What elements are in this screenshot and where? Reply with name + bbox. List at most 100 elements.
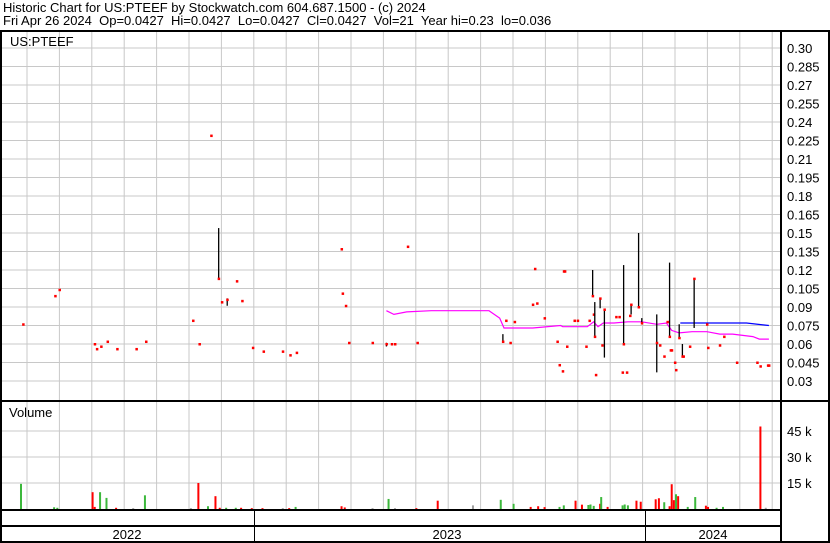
volume-tick-label: 30 k [787,450,812,465]
price-tick-label: 0.15 [787,226,812,241]
close-point [673,361,677,364]
close-point [625,371,629,374]
volume-bar [621,505,624,509]
volume-bar [261,508,264,510]
close-point [226,298,229,302]
close-point [622,343,626,346]
close-point [58,288,61,292]
volume-bar [592,505,595,509]
close-point [390,343,394,346]
volume-tick-label: 15 k [787,476,812,491]
close-point [718,344,722,347]
close-point [655,341,659,345]
close-point [385,343,388,346]
volume-bar [587,505,590,509]
price-tick-label: 0.21 [787,152,812,167]
close-point [759,365,762,368]
volume-bar [19,483,22,509]
close-point [663,355,666,358]
volume-bar [654,499,657,509]
year-label: 2022 [113,527,142,542]
volume-bar [115,507,118,509]
close-point [640,322,644,325]
volume-bar [197,483,200,509]
close-point [251,346,255,350]
quote-summary: Fri Apr 26 2024 Op=0.0427 Hi=0.0427 Lo=0… [3,13,552,28]
volume-bar [393,508,396,510]
volume-bar [281,508,284,510]
volume-bar [672,500,675,509]
volume-bar [91,492,94,509]
close-point [601,344,604,347]
moving-averages [386,310,769,340]
close-point [210,134,213,138]
volume-bar [214,496,217,509]
volume-bar [132,508,135,510]
close-point [621,371,625,374]
price-points [22,134,771,377]
year-band-divider [0,525,782,527]
close-point [505,319,508,323]
volume-bar [93,506,96,509]
price-tick-label: 0.255 [787,97,820,112]
panel-divider [0,400,830,402]
axis-divider [780,30,782,543]
volume-bar [580,504,583,509]
price-tick-label: 0.045 [787,356,820,371]
close-point [666,320,669,324]
price-tick-label: 0.24 [787,115,812,130]
close-point [281,350,285,353]
volume-bar [707,506,710,509]
close-point [543,317,547,320]
close-point [629,314,632,318]
volume-bar [105,497,108,509]
volume-bar [529,506,532,509]
close-point [135,347,138,351]
chart-frame [0,30,830,543]
volume-bar [471,505,474,509]
volume-bar [722,506,725,509]
volume-bar [225,507,228,509]
axis-labels: 0.30 0.285 0.27 0.255 0.24 0.225 0.21 0.195 0.18… [113,41,820,542]
close-point [693,277,696,281]
volume-bar [635,500,638,509]
volume-bars [19,426,770,510]
close-point [106,340,110,344]
volume-bar [537,506,540,509]
close-point [767,364,771,367]
year-divider-2023 [254,510,255,542]
close-point [54,294,57,298]
volume-label: Volume [9,405,52,420]
close-point [592,313,596,316]
volume-bar [715,507,718,509]
close-point [198,343,201,346]
volume-bar [639,501,642,509]
close-point [630,303,633,307]
volume-bar [663,502,666,509]
moving-average-line [680,322,769,327]
volume-bar [294,506,297,509]
close-point [348,341,351,345]
bottom-border [0,541,830,543]
volume-bar [574,500,577,509]
volume-bar [558,506,561,509]
close-point [95,347,99,351]
close-point [688,345,692,348]
close-point [576,319,580,323]
close-point [668,335,672,339]
close-point [295,351,299,355]
close-point [340,248,344,251]
moving-average-line [386,310,769,340]
close-point [406,245,410,249]
price-tick-label: 0.225 [787,134,820,149]
right-border [828,30,830,543]
volume-tick-label: 45 k [787,424,812,439]
price-tick-label: 0.30 [787,41,812,56]
close-point [262,350,266,353]
close-point [723,335,726,339]
volume-bar [599,503,602,509]
volume-bar [436,500,439,509]
volume-bar [668,506,671,509]
close-point [637,306,641,309]
